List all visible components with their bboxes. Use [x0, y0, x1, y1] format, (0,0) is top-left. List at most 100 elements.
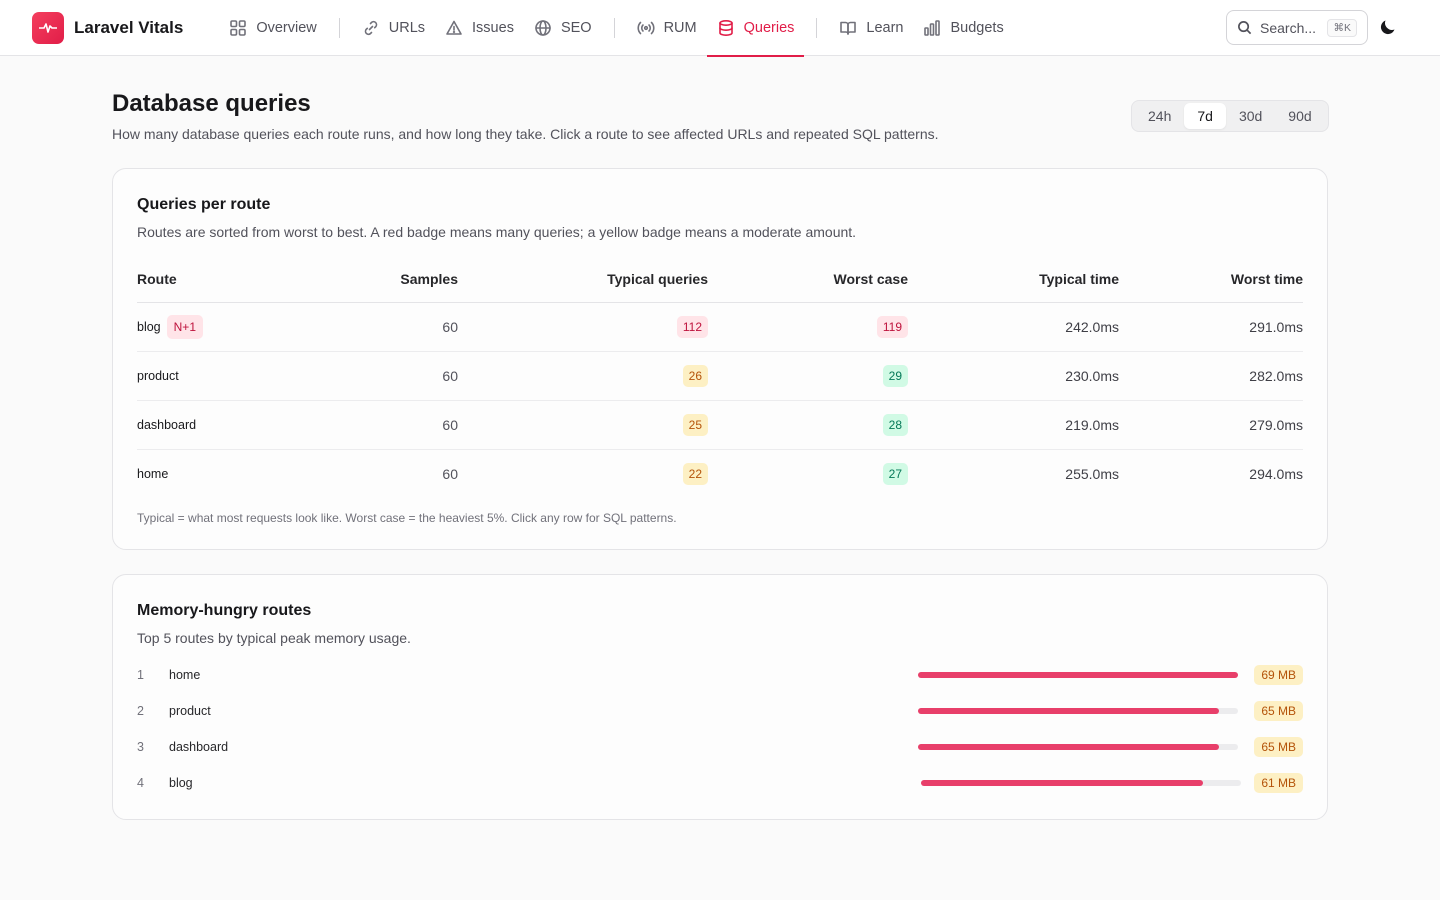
nav-budgets[interactable]: Budgets: [913, 0, 1013, 56]
memory-rank: 3: [137, 740, 144, 754]
grid-icon: [230, 19, 247, 36]
table-row[interactable]: product 60 26 29 230.0ms 282.0ms: [137, 351, 1303, 401]
nav-issues[interactable]: Issues: [435, 0, 524, 56]
page-title: Database queries: [112, 90, 311, 117]
range-7d-button[interactable]: 7d: [1184, 103, 1226, 129]
search-icon: [1238, 21, 1252, 35]
worst-case-cell: 28: [708, 400, 908, 450]
worst-case-cell: 27: [708, 449, 908, 498]
range-90d-button[interactable]: 90d: [1288, 108, 1312, 124]
nav-overview-label: Overview: [256, 19, 317, 36]
memory-bar: [921, 780, 1241, 786]
list-item[interactable]: 1 home 69 MB: [137, 663, 1303, 687]
nav-queries-label: Queries: [743, 19, 795, 36]
typical-time-cell: 219.0ms: [908, 400, 1119, 450]
worst-case-badge: 119: [876, 315, 908, 338]
memory-rank: 2: [137, 704, 144, 718]
memory-value-badge: 65 MB: [1254, 737, 1303, 757]
worst-time-cell: 279.0ms: [1119, 400, 1303, 450]
memory-bar-fill: [918, 672, 1238, 678]
memory-route: dashboard: [169, 740, 229, 754]
worst-case-badge: 29: [882, 364, 908, 387]
typical-queries-cell: 112: [458, 302, 708, 352]
route-name: dashboard: [137, 400, 322, 450]
main-nav: Overview URLs Issues SEO RUM Queries Lea…: [219, 0, 1013, 57]
worst-case-badge: 27: [882, 462, 908, 485]
range-24h-button[interactable]: 24h: [1148, 108, 1172, 124]
time-range-selector: 24h 7d 30d 90d: [1131, 100, 1329, 132]
nav-queries[interactable]: Queries: [706, 0, 805, 57]
col-worst-time[interactable]: Worst time: [1119, 257, 1303, 303]
table-row[interactable]: blog N+1 60 112 119 242.0ms 291.0ms: [137, 302, 1303, 352]
nav-divider: [338, 17, 340, 38]
table-footnote: Typical = what most requests look like. …: [137, 511, 677, 525]
worst-case-cell: 119: [708, 302, 908, 352]
samples-cell: 60: [322, 302, 458, 352]
nav-urls-label: URLs: [388, 19, 426, 36]
table-row[interactable]: home 60 22 27 255.0ms 294.0ms: [137, 449, 1303, 498]
nav-rum-label: RUM: [663, 19, 697, 36]
pulse-logo-icon: [32, 11, 64, 44]
col-route[interactable]: Route: [137, 257, 322, 303]
nav-rum[interactable]: RUM: [627, 0, 707, 56]
typical-queries-badge: 22: [682, 462, 708, 485]
broadcast-icon: [637, 21, 655, 34]
nav-overview[interactable]: Overview: [219, 0, 326, 56]
nav-issues-label: Issues: [472, 19, 514, 36]
worst-time-cell: 282.0ms: [1119, 351, 1303, 401]
list-item[interactable]: 4 blog 61 MB: [137, 771, 1303, 795]
typical-time-cell: 242.0ms: [908, 302, 1119, 352]
samples-cell: 60: [322, 400, 458, 450]
card-title: Memory-hungry routes: [137, 602, 312, 619]
memory-value-badge: 69 MB: [1254, 665, 1303, 685]
moon-icon: [1380, 20, 1395, 35]
bar-chart-icon: [924, 19, 941, 36]
brand[interactable]: Laravel Vitals: [32, 11, 184, 44]
nav-urls[interactable]: URLs: [352, 0, 435, 56]
globe-icon: [535, 19, 551, 36]
samples-cell: 60: [442, 465, 458, 482]
table-row[interactable]: dashboard 60 25 28 219.0ms 279.0ms: [137, 400, 1303, 450]
memory-hungry-routes-card: Memory-hungry routes Top 5 routes by typ…: [112, 574, 1328, 820]
memory-route: blog: [169, 776, 193, 790]
typical-queries-badge: 112: [676, 315, 708, 338]
col-worst-case[interactable]: Worst case: [708, 257, 908, 303]
typical-queries-badge: 25: [682, 413, 708, 436]
col-samples[interactable]: Samples: [322, 257, 458, 303]
col-typical-time[interactable]: Typical time: [908, 257, 1119, 303]
card-subtitle: Top 5 routes by typical peak memory usag…: [137, 630, 411, 646]
queries-per-route-card: Queries per route Routes are sorted from…: [112, 168, 1328, 550]
search-input[interactable]: Search... ⌘K: [1226, 10, 1368, 45]
typical-time-cell: 230.0ms: [908, 351, 1119, 401]
memory-rank: 1: [137, 668, 144, 682]
list-item[interactable]: 2 product 65 MB: [137, 699, 1303, 723]
memory-value-badge: 61 MB: [1254, 773, 1303, 793]
memory-rank: 4: [137, 776, 144, 790]
nav-divider: [613, 17, 615, 38]
book-icon: [840, 21, 857, 35]
card-subtitle: Routes are sorted from worst to best. A …: [137, 224, 857, 240]
nav-seo-label: SEO: [560, 19, 592, 36]
queries-table: Route Samples Typical queries Worst case…: [137, 257, 1303, 498]
link-icon: [364, 20, 378, 35]
dark-mode-toggle[interactable]: [1378, 17, 1398, 37]
samples-cell: 60: [322, 351, 458, 401]
nav-learn[interactable]: Learn: [829, 0, 913, 56]
range-30d-button[interactable]: 30d: [1238, 108, 1263, 124]
app-name: Laravel Vitals: [74, 17, 184, 37]
search-placeholder: Search...: [1260, 19, 1317, 36]
typical-queries-cell: 26: [458, 351, 708, 401]
worst-case-badge: 28: [882, 413, 908, 436]
page-description: How many database queries each route run…: [112, 126, 939, 142]
worst-time-cell: 291.0ms: [1119, 302, 1303, 352]
memory-route: product: [169, 704, 211, 718]
worst-time-cell: 294.0ms: [1249, 465, 1303, 482]
n-plus-one-badge: N+1: [166, 314, 203, 339]
col-typical-queries[interactable]: Typical queries: [458, 257, 708, 303]
nav-seo[interactable]: SEO: [524, 0, 602, 56]
memory-route: home: [169, 668, 201, 682]
warning-icon: [446, 20, 462, 35]
top-navbar: Laravel Vitals Overview URLs Issues SEO …: [0, 0, 1440, 57]
list-item[interactable]: 3 dashboard 65 MB: [137, 735, 1303, 759]
memory-bar: [918, 708, 1238, 714]
